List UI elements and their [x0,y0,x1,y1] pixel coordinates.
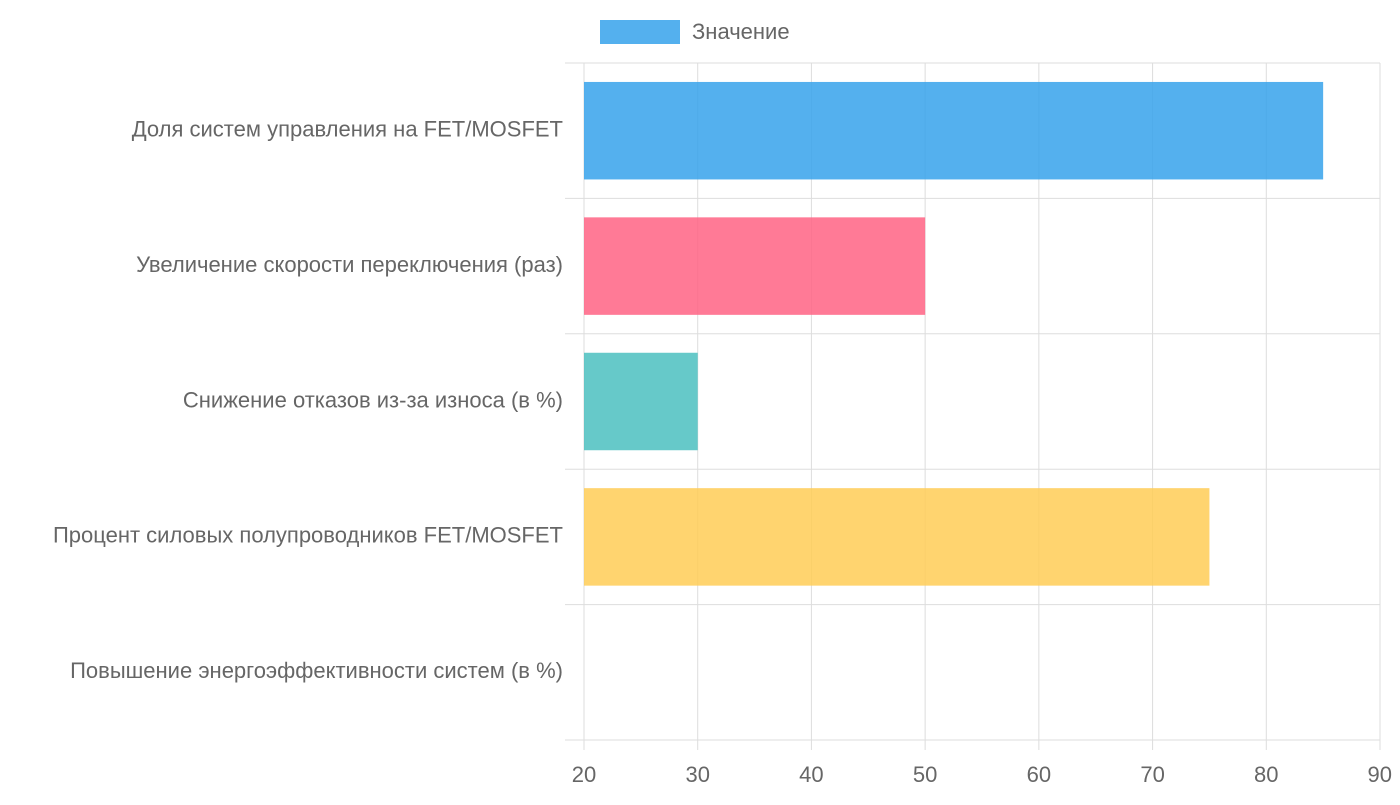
y-axis-label: Увеличение скорости переключения (раз) [136,252,563,277]
y-axis-labels: Доля систем управления на FET/MOSFET Увел… [53,117,563,684]
x-axis-tick-label: 70 [1140,762,1164,787]
bars [584,81,1324,586]
y-axis-label: Повышение энергоэффективности систем (в … [70,658,563,683]
y-axis-label: Процент силовых полупроводников FET/MOSF… [53,523,563,548]
legend-label[interactable]: Значение [692,19,790,44]
x-axis-tick-label: 20 [572,762,596,787]
x-axis-tick-label: 60 [1027,762,1051,787]
bar[interactable] [584,488,1210,586]
x-axis-tick-label: 90 [1368,762,1392,787]
x-axis-tick-label: 50 [913,762,937,787]
bar[interactable] [584,217,926,315]
x-axis-tick-label: 30 [685,762,709,787]
legend-swatch[interactable] [600,20,680,44]
x-axis-tick-label: 40 [799,762,823,787]
legend[interactable]: Значение [600,19,790,44]
x-axis-ticks: 20 30 40 50 60 70 80 90 [572,762,1392,787]
bar[interactable] [584,81,1324,180]
x-axis-tick-label: 80 [1254,762,1278,787]
y-axis-label: Снижение отказов из-за износа (в %) [183,387,563,412]
y-axis-label: Доля систем управления на FET/MOSFET [132,117,563,142]
bar[interactable] [584,352,698,451]
